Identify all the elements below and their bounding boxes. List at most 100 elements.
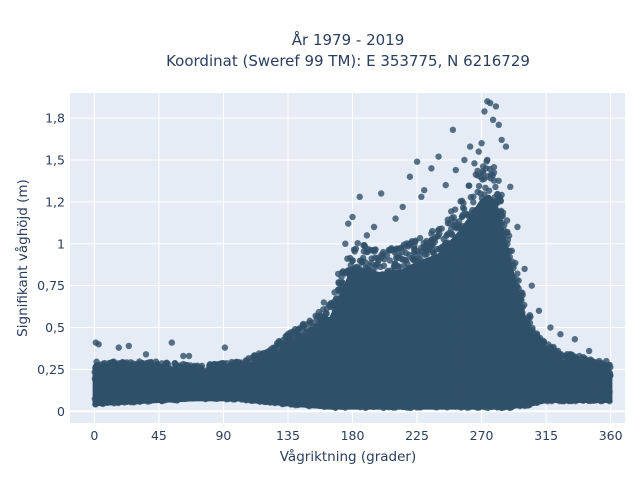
scatter-point bbox=[246, 386, 254, 394]
scatter-point bbox=[165, 396, 172, 403]
scatter-point bbox=[503, 355, 511, 362]
scatter-point bbox=[367, 284, 374, 292]
scatter-point bbox=[114, 392, 121, 399]
scatter-point bbox=[317, 379, 325, 386]
y-tick-label: 0 bbox=[57, 404, 65, 419]
scatter-point bbox=[494, 221, 501, 228]
scatter-point bbox=[500, 325, 507, 333]
scatter-point bbox=[538, 344, 545, 351]
scatter-point bbox=[510, 366, 518, 374]
scatter-point-outlier bbox=[495, 121, 502, 129]
scatter-point bbox=[307, 392, 315, 400]
scatter-point bbox=[503, 246, 510, 253]
scatter-point bbox=[434, 280, 442, 287]
scatter-point bbox=[378, 402, 386, 410]
scatter-point bbox=[411, 255, 418, 263]
scatter-point bbox=[263, 381, 270, 388]
scatter-point bbox=[149, 366, 156, 373]
scatter-point-outlier bbox=[428, 165, 435, 172]
scatter-point-outlier bbox=[392, 215, 399, 222]
scatter-point bbox=[437, 311, 445, 319]
x-tick-label: 360 bbox=[599, 428, 623, 443]
scatter-point bbox=[398, 359, 406, 367]
scatter-point bbox=[338, 381, 345, 389]
scatter-point bbox=[425, 275, 432, 283]
y-tick-label: 0,75 bbox=[37, 278, 65, 293]
scatter-point bbox=[519, 289, 526, 296]
scatter-point bbox=[214, 363, 222, 370]
scatter-point bbox=[276, 388, 283, 396]
scatter-point bbox=[488, 212, 495, 219]
scatter-point bbox=[399, 321, 406, 328]
scatter-point bbox=[575, 370, 582, 377]
scatter-point bbox=[169, 380, 176, 388]
scatter-point bbox=[361, 242, 368, 249]
scatter-point bbox=[106, 359, 113, 367]
scatter-point bbox=[344, 255, 351, 262]
scatter-point bbox=[595, 366, 603, 373]
scatter-point bbox=[231, 394, 239, 401]
scatter-point bbox=[418, 305, 426, 312]
scatter-point-outlier bbox=[349, 213, 356, 221]
scatter-point bbox=[331, 289, 338, 296]
scatter-point bbox=[519, 316, 526, 323]
scatter-point bbox=[281, 376, 288, 383]
scatter-point bbox=[556, 360, 564, 367]
scatter-point bbox=[471, 401, 478, 408]
scatter-point bbox=[226, 369, 233, 377]
scatter-point bbox=[432, 273, 439, 280]
scatter-point bbox=[159, 364, 167, 371]
scatter-point bbox=[245, 364, 253, 371]
scatter-point bbox=[462, 349, 469, 356]
scatter-point bbox=[502, 344, 509, 351]
scatter-point bbox=[524, 400, 532, 408]
scatter-point bbox=[361, 279, 368, 286]
scatter-point-outlier bbox=[585, 347, 593, 355]
scatter-point bbox=[115, 399, 122, 407]
scatter-point bbox=[422, 258, 430, 265]
scatter-point bbox=[261, 398, 269, 406]
x-tick-label: 90 bbox=[215, 428, 231, 443]
scatter-point bbox=[598, 375, 605, 382]
scatter-point-outlier bbox=[498, 136, 505, 144]
scatter-point bbox=[269, 395, 277, 403]
scatter-point bbox=[95, 393, 102, 401]
scatter-point bbox=[488, 403, 495, 410]
scatter-point bbox=[388, 368, 395, 376]
scatter-point bbox=[355, 346, 363, 353]
scatter-point bbox=[530, 329, 538, 337]
scatter-point-outlier bbox=[571, 336, 579, 343]
scatter-point bbox=[448, 343, 455, 350]
scatter-point bbox=[372, 363, 379, 370]
scatter-point bbox=[466, 345, 474, 353]
scatter-point bbox=[427, 385, 434, 392]
scatter-point bbox=[449, 400, 456, 407]
scatter-point bbox=[474, 188, 481, 196]
scatter-point bbox=[479, 399, 487, 406]
scatter-point bbox=[525, 313, 532, 321]
x-tick-label: 225 bbox=[405, 428, 429, 443]
scatter-point-outlier bbox=[557, 331, 564, 338]
scatter-point bbox=[462, 252, 470, 259]
scatter-point bbox=[128, 396, 136, 403]
scatter-point bbox=[207, 390, 215, 397]
scatter-point bbox=[233, 385, 240, 392]
scatter-point bbox=[360, 248, 368, 255]
x-tick-label: 45 bbox=[151, 428, 167, 443]
scatter-point bbox=[427, 339, 434, 347]
scatter-point bbox=[386, 257, 394, 264]
scatter-point bbox=[429, 227, 436, 235]
scatter-point bbox=[461, 275, 468, 283]
scatter-point bbox=[157, 376, 164, 383]
scatter-point bbox=[390, 349, 397, 356]
scatter-point bbox=[396, 276, 404, 284]
scatter-point bbox=[288, 335, 295, 342]
scatter-point bbox=[475, 404, 483, 411]
scatter-point bbox=[435, 225, 443, 233]
scatter-point bbox=[511, 281, 518, 288]
scatter-point bbox=[353, 380, 360, 387]
scatter-point bbox=[212, 390, 219, 397]
scatter-point bbox=[118, 371, 125, 378]
scatter-point bbox=[320, 398, 327, 405]
scatter-point bbox=[117, 380, 125, 388]
